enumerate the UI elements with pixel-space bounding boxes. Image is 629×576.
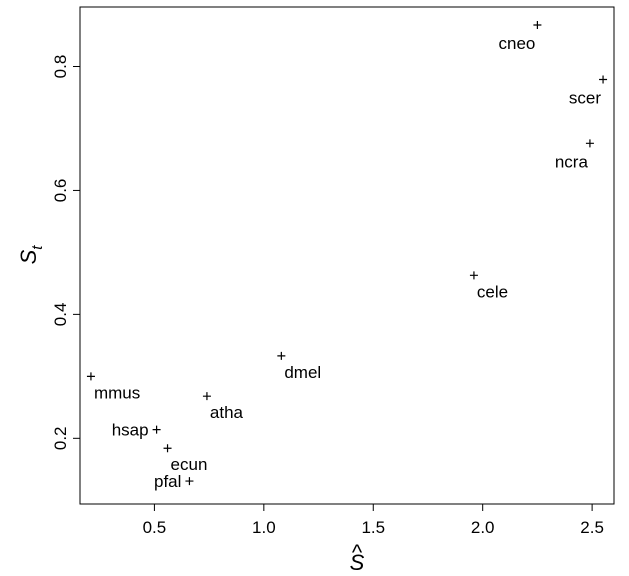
point-atha: atha (202, 392, 244, 422)
y-axis-title-subscript: t (29, 245, 46, 250)
point-ecun: ecun (163, 444, 208, 474)
point-scer: scer (569, 75, 608, 108)
x-tick-label: 1.0 (252, 518, 276, 537)
x-tick-label: 2.5 (580, 518, 604, 537)
x-axis: 0.5 1.0 1.5 2.0 2.5 (143, 503, 604, 537)
y-axis-title: St (16, 245, 46, 265)
y-tick-label: 0.6 (51, 179, 70, 203)
point-marker (533, 20, 542, 29)
point-marker (599, 75, 608, 84)
x-axis-title-accent: ^ (352, 540, 363, 565)
point-label: cele (477, 282, 508, 301)
point-hsap: hsap (112, 421, 161, 440)
point-marker (277, 351, 286, 360)
y-tick-label: 0.8 (51, 55, 70, 79)
point-dmel: dmel (277, 351, 321, 382)
point-label: pfal (154, 472, 181, 491)
x-axis-title: ^ S (350, 540, 365, 575)
point-marker (86, 372, 95, 381)
y-axis: 0.2 0.4 0.6 0.8 (51, 55, 81, 450)
point-marker (185, 477, 194, 486)
x-tick-label: 0.5 (143, 518, 167, 537)
point-label: mmus (94, 383, 140, 402)
point-pfal: pfal (154, 472, 194, 491)
x-tick-label: 1.5 (361, 518, 385, 537)
x-axis-title-text: S (350, 550, 365, 575)
point-label: ecun (171, 455, 208, 474)
point-marker (202, 392, 211, 401)
point-mmus: mmus (86, 372, 140, 402)
point-cele: cele (469, 271, 508, 301)
point-label: ncra (555, 152, 589, 171)
point-label: atha (210, 403, 244, 422)
y-tick-label: 0.2 (51, 426, 70, 450)
y-axis-title-text: St (16, 245, 46, 265)
point-label: hsap (112, 421, 149, 440)
point-label: cneo (499, 34, 536, 53)
point-ncra: ncra (555, 139, 594, 171)
point-label: dmel (284, 363, 321, 382)
point-marker (469, 271, 478, 280)
point-label: scer (569, 89, 601, 108)
point-cneo: cneo (499, 20, 542, 53)
point-marker (163, 444, 172, 453)
y-axis-title-main: S (16, 249, 41, 264)
point-marker (585, 139, 594, 148)
point-marker (152, 425, 161, 434)
x-tick-label: 2.0 (471, 518, 495, 537)
y-tick-label: 0.4 (51, 303, 70, 327)
